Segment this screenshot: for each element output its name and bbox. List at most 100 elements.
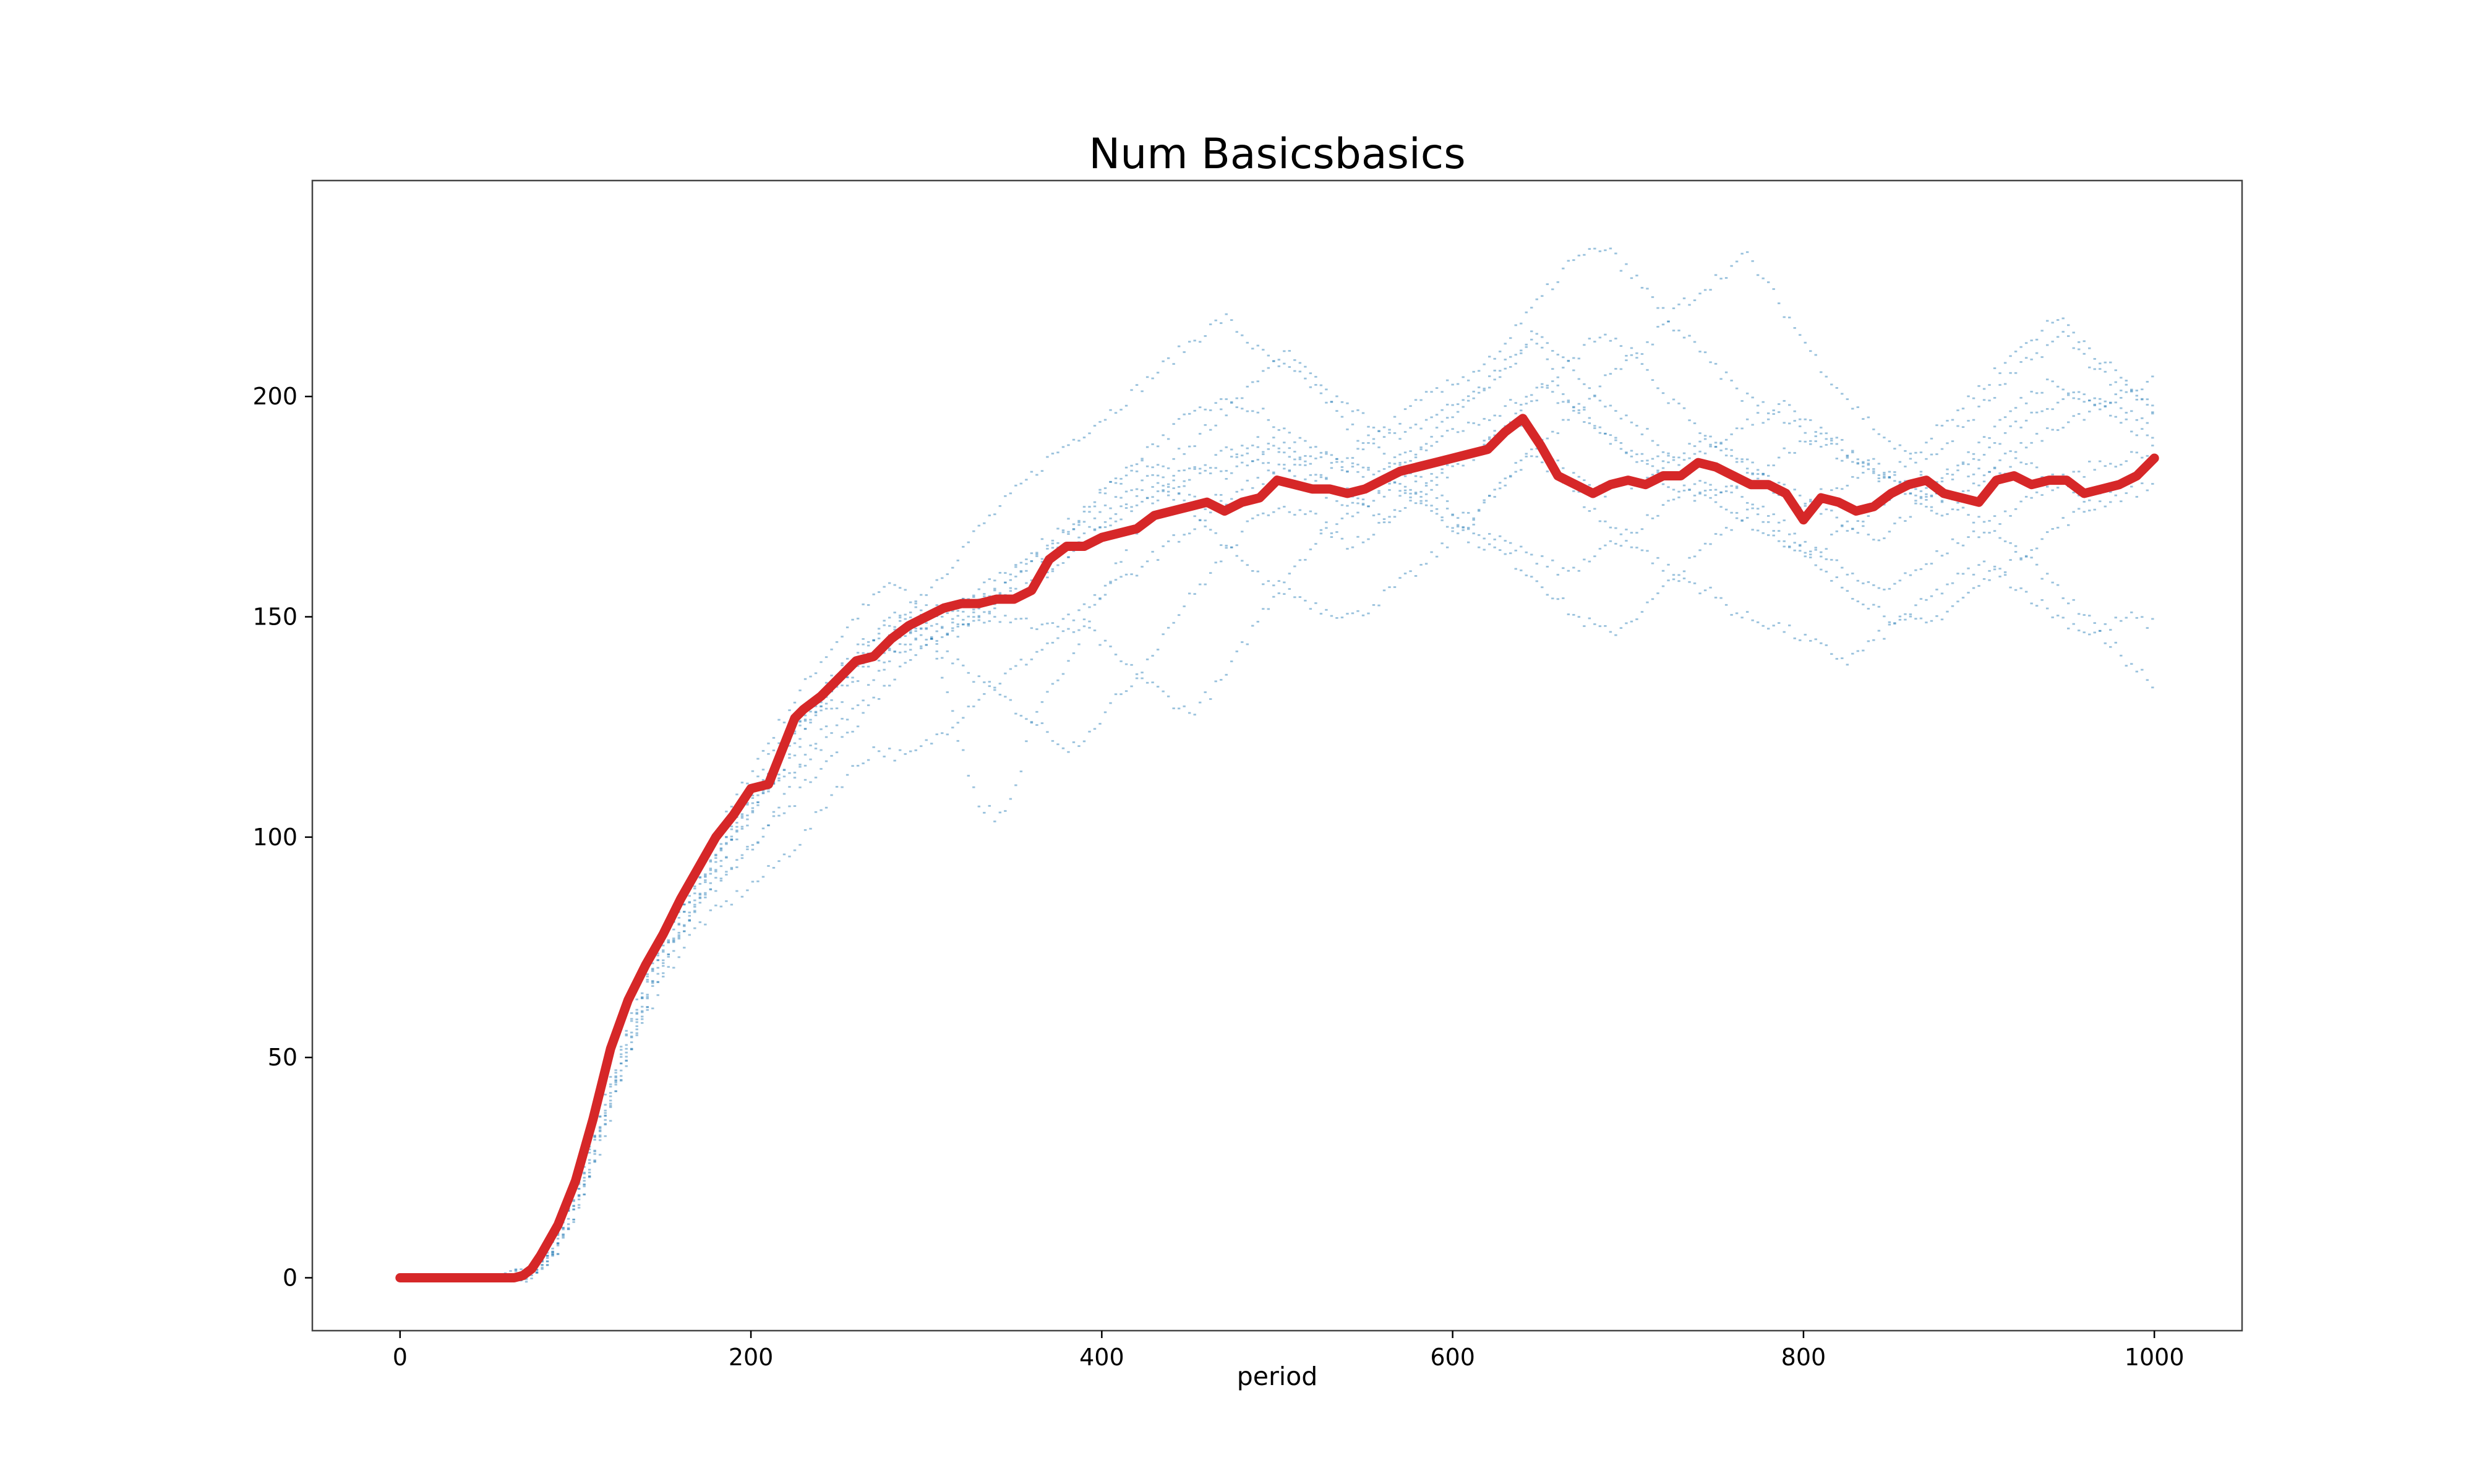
run-point [1424,500,1428,502]
run-point [1419,448,1423,451]
run-point [1288,350,1291,352]
run-point [1109,409,1112,411]
run-point [1435,508,1439,510]
run-point [1541,586,1544,589]
run-point [1835,576,1838,578]
run-point [1340,466,1344,468]
run-point [2109,361,2112,364]
run-point [1272,595,1275,598]
run-point [1351,515,1355,518]
run-point [1051,539,1055,542]
run-point [793,805,797,808]
run-point [1583,421,1586,423]
run-point [2120,500,2123,503]
run-point [677,937,680,940]
run-point [1114,412,1118,414]
run-point [651,962,654,965]
run-point [1551,288,1554,291]
run-point [1625,451,1628,453]
run-point [2035,547,2039,550]
run-point [1709,289,1712,291]
run-point [1946,552,1949,555]
run-point [1356,471,1359,473]
run-point [1961,544,1965,547]
run-point [1646,341,1649,343]
run-point [1972,419,1975,421]
run-point [1972,482,1975,485]
run-point [1577,357,1581,360]
run-point [1698,491,1701,493]
run-point [930,636,933,638]
run-point [2120,377,2123,379]
run-point [1846,455,1849,458]
run-point [1598,625,1602,628]
run-point [2040,476,2044,478]
run-point [677,916,680,919]
run-point [1419,490,1423,493]
run-point [1098,420,1102,423]
run-point [1714,494,1718,497]
run-point [1135,463,1139,466]
run-series [520,481,2154,1281]
run-point [1619,442,1623,444]
run-point [1166,540,1170,542]
run-point [2125,460,2128,463]
run-point [1193,409,1196,412]
run-point [1251,569,1254,572]
run-point [1093,529,1097,531]
run-point [1462,511,1465,514]
run-point [946,691,949,693]
run-point [593,1153,596,1155]
run-point [577,1198,581,1201]
run-point [588,1176,591,1179]
run-point [625,1034,628,1037]
run-point [1346,457,1349,459]
run-point [1398,483,1402,485]
run-point [1593,425,1596,427]
run-point [951,618,954,620]
run-point [888,616,891,619]
run-point [577,1195,581,1198]
run-point [1135,384,1139,386]
run-point [1688,304,1691,306]
run-point [1156,445,1160,448]
run-point [904,643,907,646]
run-point [1156,490,1160,492]
run-point [941,616,944,618]
run-point [1588,422,1591,424]
run-point [1940,500,1944,502]
run-point [1993,441,1997,444]
run-point [1072,631,1076,633]
run-point [577,1187,581,1190]
run-point [1551,368,1554,370]
run-point [662,962,665,964]
run-point [1256,621,1259,623]
run-point [1488,438,1491,440]
run-point [1109,582,1112,584]
run-point [1019,561,1023,564]
run-point [1372,514,1376,516]
run-point [514,1269,518,1271]
run-point [2045,531,2049,533]
run-point [1530,448,1533,451]
run-point [1745,251,1749,254]
run-point [2125,391,2128,393]
run-point [1867,464,1870,466]
run-point [1977,467,1980,470]
run-point [1867,416,1870,419]
run-point [1730,492,1733,493]
run-point [983,595,986,597]
run-point [1751,424,1754,426]
run-point [1103,711,1107,714]
run-point [646,979,649,981]
run-point [1145,659,1149,660]
run-point [2045,607,2049,610]
run-point [946,573,949,576]
run-point [1977,516,1980,518]
run-point [1835,658,1838,660]
run-point [2072,415,2075,417]
run-point [1456,526,1460,528]
mean-line-layer [395,414,2159,1282]
run-point [803,728,807,730]
run-point [1814,547,1817,549]
